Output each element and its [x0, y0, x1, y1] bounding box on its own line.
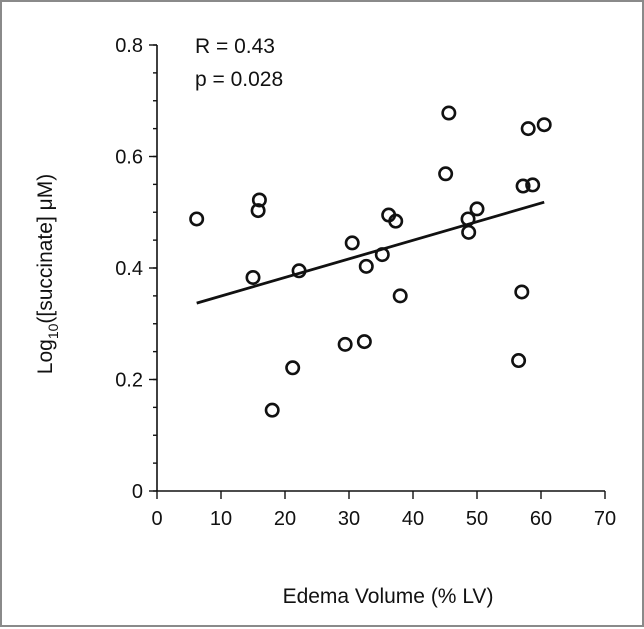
x-tick-label: 40 — [402, 508, 424, 530]
y-tick-label: 0.4 — [115, 258, 143, 280]
axes — [156, 45, 605, 492]
data-point — [511, 353, 527, 369]
y-axis-title-rest: ([succinate] μM) — [34, 174, 57, 324]
x-tick-label: 10 — [210, 508, 232, 530]
data-point — [245, 269, 261, 285]
y-tick-label: 0 — [132, 481, 143, 503]
data-point — [515, 178, 531, 194]
annotation-p-value: p = 0.028 — [195, 68, 283, 91]
y-tick-label: 0.8 — [115, 35, 143, 57]
data-point — [264, 402, 280, 418]
data-point — [520, 121, 536, 137]
data-point — [356, 334, 372, 350]
data-point — [536, 117, 552, 133]
data-point — [285, 360, 301, 376]
data-point — [250, 203, 266, 219]
y-tick-label: 0.6 — [115, 147, 143, 169]
x-ticks: 0 10 20 30 40 50 60 70 — [151, 491, 616, 530]
x-tick-label: 0 — [151, 508, 162, 530]
y-ticks: 0 0.2 0.4 0.6 0.8 — [115, 35, 157, 503]
x-tick-label: 20 — [274, 508, 296, 530]
data-point — [358, 258, 374, 274]
trendline-layer — [196, 200, 545, 305]
annotation-r-value: R = 0.43 — [195, 35, 275, 58]
data-point — [388, 213, 404, 229]
x-axis-title: Edema Volume (% LV) — [283, 585, 494, 608]
data-point — [514, 284, 530, 300]
data-point — [469, 201, 485, 217]
y-tick-label: 0.2 — [115, 370, 143, 392]
data-point — [189, 211, 205, 227]
data-point — [461, 224, 477, 240]
trendline — [196, 200, 545, 305]
data-points — [189, 105, 552, 418]
x-tick-label: 60 — [530, 508, 552, 530]
data-point — [337, 336, 353, 352]
data-point — [374, 247, 390, 263]
data-point — [441, 105, 457, 121]
data-point — [291, 263, 307, 279]
y-axis-title-subscript: 10 — [45, 323, 61, 339]
data-point — [438, 166, 454, 182]
data-point — [344, 235, 360, 251]
x-tick-label: 30 — [338, 508, 360, 530]
data-point — [392, 288, 408, 304]
y-axis-title: Log10([succinate] μM) — [34, 174, 61, 374]
x-tick-label: 70 — [594, 508, 616, 530]
x-tick-label: 50 — [466, 508, 488, 530]
y-axis-title-main: Log — [34, 339, 57, 374]
data-point — [251, 192, 267, 208]
data-point — [525, 177, 541, 193]
